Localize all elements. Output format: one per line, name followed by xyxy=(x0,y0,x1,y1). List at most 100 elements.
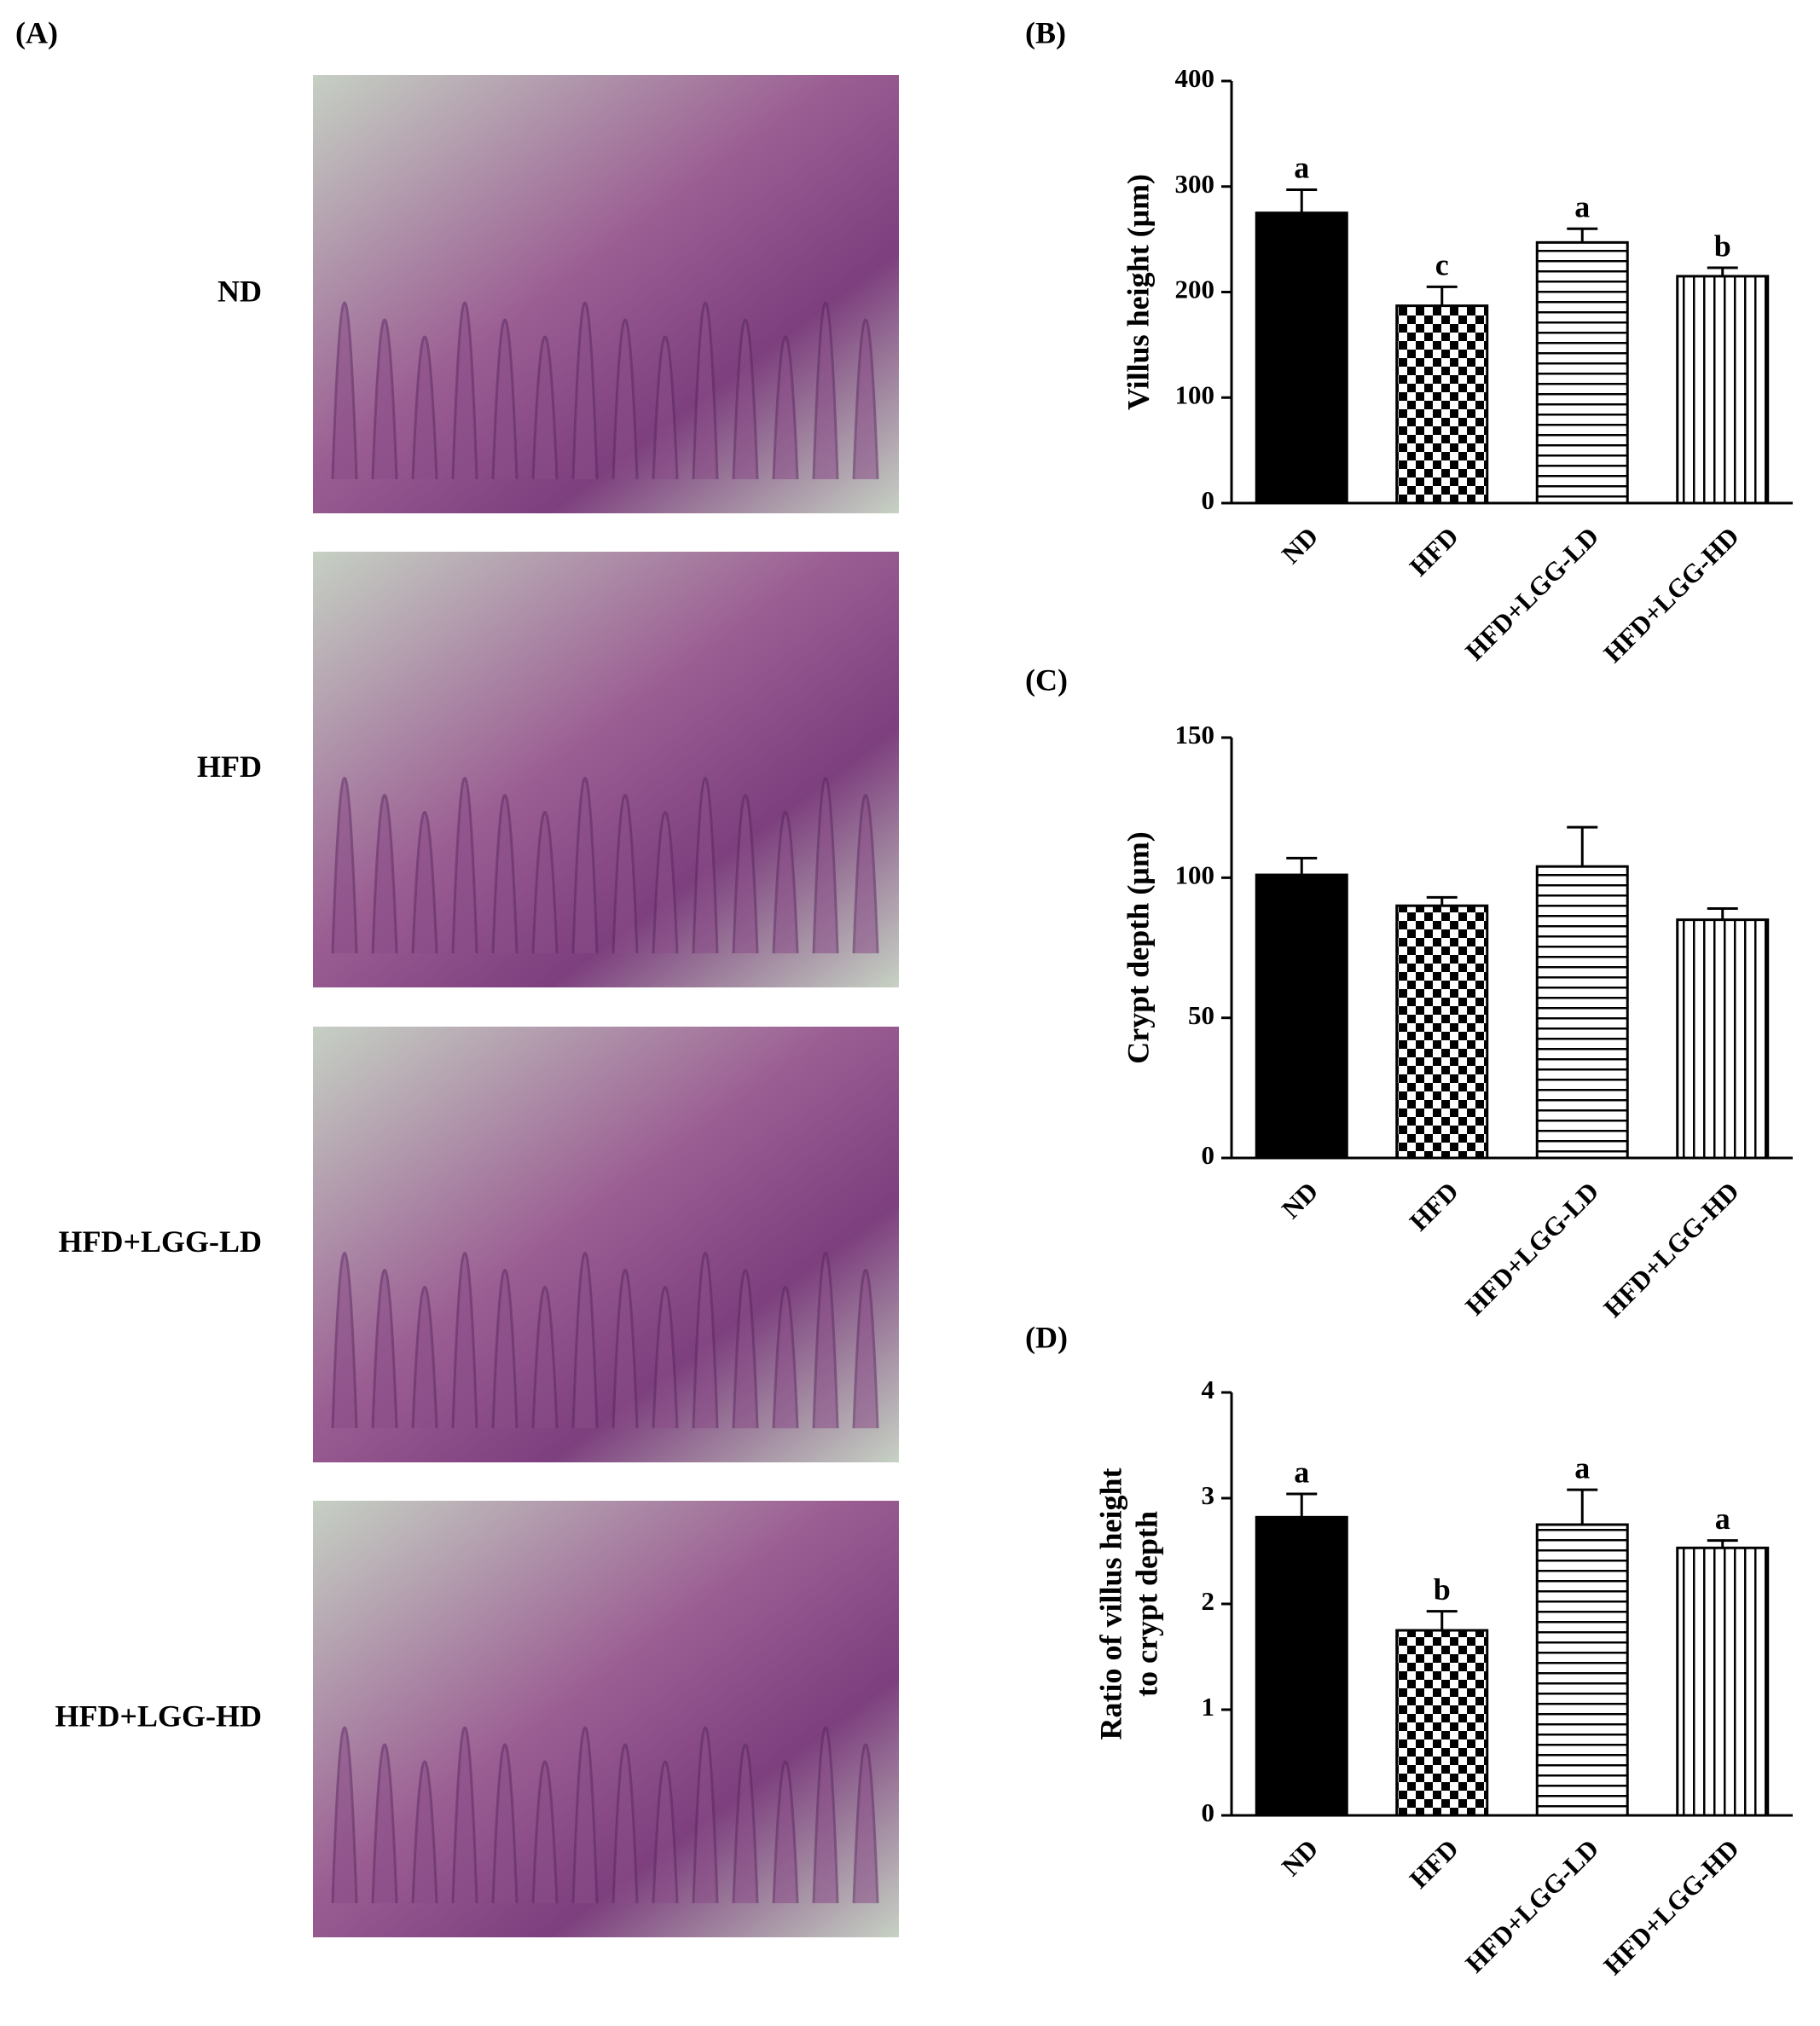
villus xyxy=(331,301,358,480)
row-label: HFD xyxy=(197,750,262,784)
villus xyxy=(371,1743,398,1904)
villus xyxy=(371,318,398,480)
x-tick-label: ND xyxy=(1276,1176,1324,1224)
error-bar xyxy=(1286,188,1318,213)
villus xyxy=(652,1286,679,1429)
histology-image xyxy=(313,1027,899,1462)
villus xyxy=(571,1252,599,1429)
y-tick-label: 400 xyxy=(1175,63,1215,93)
villus xyxy=(852,1269,879,1429)
y-tick-label: 0 xyxy=(1202,485,1215,515)
y-tick-label: 50 xyxy=(1188,1000,1214,1030)
histology-image xyxy=(313,552,899,987)
x-tick-label: ND xyxy=(1276,521,1324,569)
villus xyxy=(611,318,639,480)
bar xyxy=(1395,1629,1489,1817)
villus xyxy=(772,1760,799,1904)
x-tick-label: ND xyxy=(1276,1833,1324,1881)
significance-letter: a xyxy=(1574,190,1590,224)
y-tick-label: 2 xyxy=(1202,1586,1215,1616)
villus xyxy=(411,1760,438,1904)
histology-images xyxy=(313,75,899,1937)
villus xyxy=(451,1252,478,1429)
villus xyxy=(611,794,639,954)
y-tick-label: 3 xyxy=(1202,1480,1215,1510)
y-tick-label: 100 xyxy=(1175,860,1215,889)
x-tick-label: HFD xyxy=(1404,1176,1464,1236)
y-axis-label: Ratio of villus height xyxy=(1093,1467,1127,1739)
error-bar xyxy=(1286,856,1318,876)
error-bar xyxy=(1286,1492,1318,1518)
significance-letter: a xyxy=(1294,1455,1309,1489)
villus xyxy=(491,1743,519,1904)
villus xyxy=(411,1286,438,1429)
villus xyxy=(692,777,719,954)
villus xyxy=(652,335,679,480)
villus xyxy=(611,1269,639,1429)
y-axis-label: Villus height (μm) xyxy=(1121,174,1155,410)
y-tick-label: 100 xyxy=(1175,379,1215,409)
histology-image xyxy=(313,1501,899,1937)
x-tick-label: HFD+LGG-HD xyxy=(1597,521,1744,668)
villus xyxy=(812,301,839,480)
villus xyxy=(692,1726,719,1904)
villus xyxy=(451,777,478,954)
y-tick-label: 150 xyxy=(1175,720,1215,750)
significance-letter: c xyxy=(1435,248,1449,282)
villus xyxy=(451,301,478,480)
villus xyxy=(692,1252,719,1429)
bar xyxy=(1676,918,1770,1160)
significance-letter: a xyxy=(1574,1450,1590,1485)
panel-label: (A) xyxy=(15,15,58,49)
bar xyxy=(1676,275,1770,505)
bar xyxy=(1676,1546,1770,1817)
villus xyxy=(331,1726,358,1904)
x-tick-label: HFD+LGG-HD xyxy=(1597,1176,1744,1323)
villus xyxy=(491,318,519,480)
villus xyxy=(692,301,719,480)
bar xyxy=(1395,904,1489,1160)
row-label: HFD+LGG-LD xyxy=(58,1224,262,1259)
villus xyxy=(652,1760,679,1904)
error-bar xyxy=(1567,1488,1598,1525)
significance-letter: b xyxy=(1714,229,1731,263)
villus xyxy=(611,1743,639,1904)
bar xyxy=(1535,865,1629,1160)
row-label: ND xyxy=(217,274,262,308)
bar xyxy=(1255,873,1348,1160)
villus xyxy=(371,794,398,954)
bar xyxy=(1535,1523,1629,1817)
villus xyxy=(732,318,759,480)
error-bar xyxy=(1567,825,1598,867)
significance-letter: b xyxy=(1434,1572,1451,1606)
histology-image xyxy=(313,75,899,513)
villus xyxy=(852,1743,879,1904)
villus xyxy=(371,1269,398,1429)
y-tick-label: 4 xyxy=(1202,1375,1215,1404)
error-bar xyxy=(1426,285,1458,306)
villus xyxy=(411,811,438,954)
error-bar xyxy=(1426,895,1458,906)
bar xyxy=(1255,211,1348,505)
villus xyxy=(772,1286,799,1429)
villus xyxy=(491,1269,519,1429)
row-label: HFD+LGG-HD xyxy=(55,1699,262,1733)
bar xyxy=(1535,240,1629,505)
error-bar xyxy=(1707,906,1738,920)
error-bar xyxy=(1567,227,1598,243)
y-tick-label: 0 xyxy=(1202,1140,1215,1170)
villus xyxy=(491,794,519,954)
villus xyxy=(531,1760,559,1904)
villus xyxy=(331,1252,358,1429)
villus xyxy=(732,794,759,954)
significance-letter: a xyxy=(1715,1502,1730,1536)
x-tick-label: HFD+LGG-LD xyxy=(1459,1176,1604,1321)
y-tick-label: 300 xyxy=(1175,169,1215,199)
villus xyxy=(852,794,879,954)
x-tick-label: HFD+LGG-LD xyxy=(1459,521,1604,666)
villus xyxy=(531,335,559,480)
villus xyxy=(812,1726,839,1904)
bar xyxy=(1255,1515,1348,1817)
villus xyxy=(571,777,599,954)
villus xyxy=(411,335,438,480)
